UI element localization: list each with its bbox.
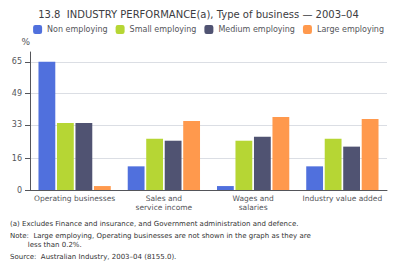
svg-text:16: 16 [12, 154, 22, 163]
svg-text:Wages and: Wages and [232, 194, 274, 203]
svg-text:Industry value added: Industry value added [303, 194, 383, 203]
svg-text:49: 49 [12, 89, 22, 98]
svg-text:less than 0.2%.: less than 0.2%. [10, 241, 82, 249]
svg-text:13.8 INDUSTRY PERFORMANCE(a),: 13.8 INDUSTRY PERFORMANCE(a), Type of bu… [38, 9, 359, 20]
svg-text:Sales and: Sales and [146, 194, 183, 203]
svg-text:%: % [21, 37, 30, 47]
svg-text:Note: Large employing, Operat: Note: Large employing, Operating busines… [10, 232, 311, 240]
svg-text:65: 65 [12, 57, 22, 66]
svg-text:Operating businesses: Operating businesses [34, 194, 115, 203]
svg-text:Source: Australian Industry,: Source: Australian Industry, 2003–04 (81… [10, 253, 176, 261]
svg-text:0: 0 [17, 186, 22, 195]
svg-text:(a) Excludes Finance and insur: (a) Excludes Finance and insurance, and … [10, 220, 298, 228]
svg-text:service income: service income [136, 203, 193, 212]
svg-text:Small employing: Small employing [130, 25, 197, 34]
svg-text:Medium employing: Medium employing [218, 25, 295, 34]
svg-text:Non employing: Non employing [47, 25, 108, 34]
svg-text:salaries: salaries [239, 203, 268, 212]
svg-text:Large employing: Large employing [317, 25, 384, 34]
svg-text:33: 33 [12, 120, 22, 129]
